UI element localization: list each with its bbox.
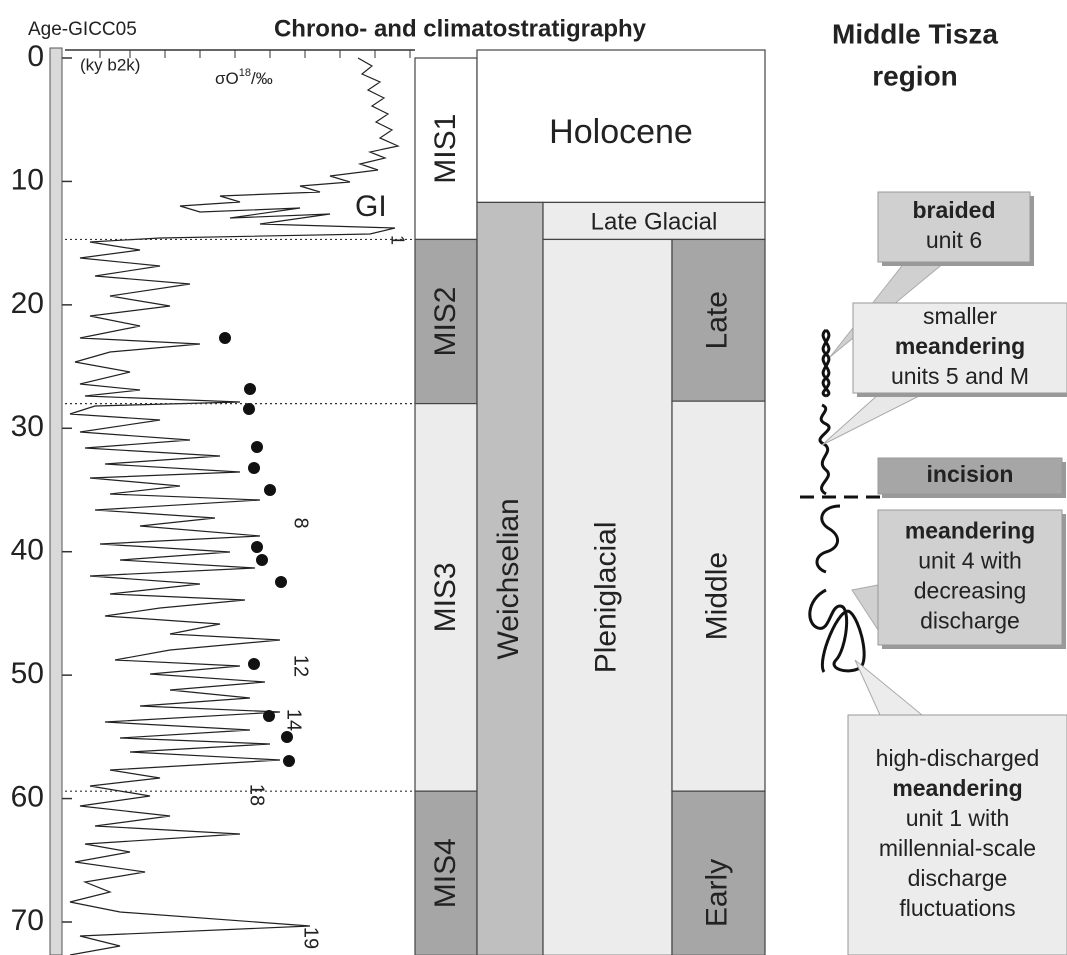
callout-text: unit 6 — [926, 227, 982, 253]
stage-label: Middle — [700, 552, 733, 640]
callout-text: millennial-scale — [879, 835, 1036, 861]
age-axis-unit: (ky b2k) — [80, 55, 140, 74]
region-title: region — [872, 60, 958, 91]
callout-text: decreasing — [914, 578, 1027, 604]
age-tick-label: 20 — [11, 287, 44, 320]
age-tick-label: 40 — [11, 534, 44, 567]
callout-text: meandering — [892, 775, 1022, 801]
age-tick-label: 30 — [11, 410, 44, 443]
stage-label: Early — [700, 859, 733, 927]
mis-label: MIS4 — [429, 838, 462, 908]
mis-label: MIS3 — [429, 562, 462, 632]
curve-label: 14 — [283, 709, 305, 731]
mis-label: MIS1 — [429, 114, 462, 184]
isotope-superscript: 18 — [239, 67, 251, 79]
callout-text: high-discharged — [876, 745, 1040, 771]
age-tick-label: 70 — [11, 904, 44, 937]
isotope-unit: /‰ — [251, 69, 273, 88]
callout-text: meandering — [905, 518, 1035, 544]
isotope-curve — [70, 58, 398, 955]
callout-text: discharge — [920, 608, 1020, 634]
callout-text: smaller — [923, 303, 997, 329]
age-axis-bar — [50, 48, 62, 955]
stage-label: Late — [700, 291, 733, 349]
curve-label: GI — [355, 190, 387, 223]
callout-text: incision — [927, 461, 1014, 487]
dated-samples — [219, 332, 295, 767]
age-tick-label: 60 — [11, 780, 44, 813]
curve-label: 19 — [300, 927, 322, 949]
stage-label: Late Glacial — [591, 208, 718, 235]
callout-text: units 5 and M — [891, 363, 1029, 389]
age-axis-title: Age-GICC05 — [28, 19, 137, 40]
callout-text: unit 4 with — [918, 548, 1022, 574]
age-tick-label: 0 — [27, 40, 44, 73]
top-axis-ticks — [100, 50, 410, 58]
callout-text: discharge — [908, 865, 1008, 891]
curve-label: 18 — [246, 784, 268, 806]
callout-text: braided — [912, 197, 995, 223]
title: Chrono- and climatostratigraphy — [274, 15, 647, 42]
page: Age-GICC05 (ky b2k) σO18/‰ Chrono- and c… — [0, 0, 1067, 955]
callout-text: fluctuations — [899, 895, 1015, 921]
age-tick-label: 10 — [11, 163, 44, 196]
stage-label: Weichselian — [492, 498, 525, 659]
figure: Age-GICC05 (ky b2k) σO18/‰ Chrono- and c… — [0, 0, 1067, 955]
curve-label: 8 — [290, 517, 312, 528]
callout-text: meandering — [895, 333, 1025, 359]
mis-label: MIS2 — [429, 287, 462, 357]
stage-label: Pleniglacial — [589, 522, 622, 674]
age-tick-label: 50 — [11, 657, 44, 690]
region-title: Middle Tisza — [832, 18, 998, 49]
isotope-symbol: σO — [215, 69, 239, 88]
stage-label: Holocene — [549, 113, 693, 151]
isotope-label: σO18/‰ — [215, 67, 273, 89]
curve-label: 12 — [290, 655, 312, 677]
callout-text: unit 1 with — [906, 805, 1010, 831]
